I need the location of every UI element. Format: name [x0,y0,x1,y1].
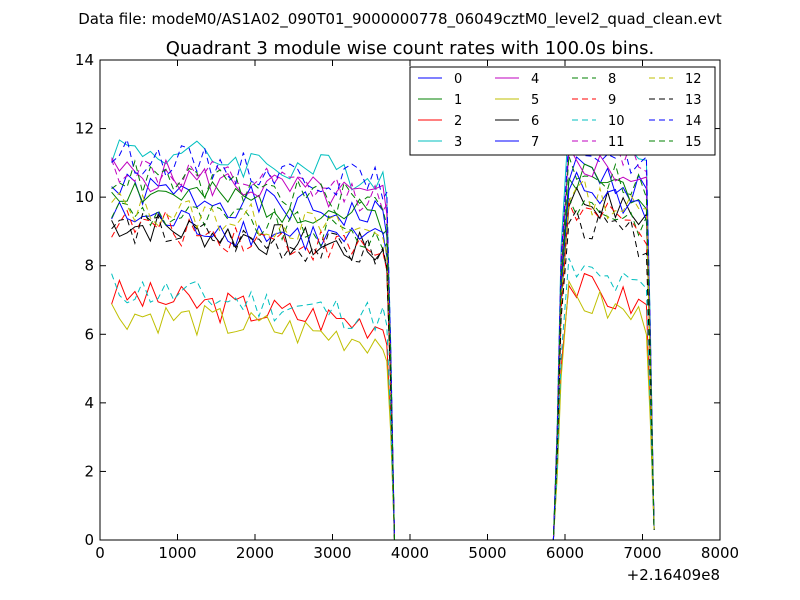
series-line-10 [111,257,655,540]
legend-label-15: 15 [685,135,702,150]
series-line-11 [111,127,655,540]
series-line-5 [111,279,655,540]
y-tick-label: 6 [84,325,94,343]
legend-label-10: 10 [608,114,625,129]
series-line-15 [111,155,655,540]
legend-frame [409,66,716,156]
series-layer [111,116,655,540]
y-tick-label: 2 [84,462,94,480]
series-line-8 [111,197,655,540]
y-tick-label: 0 [84,531,94,549]
series-line-4 [111,144,655,540]
legend-label-1: 1 [454,93,462,108]
legend-label-2: 2 [454,114,462,129]
y-tick-label: 10 [75,188,94,206]
x-tick-label: 1000 [158,544,196,562]
legend-label-12: 12 [685,72,702,87]
ticks-layer: 0 1000 2000 3000 4000 5000 6000 7000 80000246810… [75,51,739,562]
y-tick-label: 12 [75,120,94,138]
legend-label-3: 3 [454,135,462,150]
y-tick-label: 8 [84,257,94,275]
chart-title: Quadrant 3 module wise count rates with … [166,38,655,59]
series-line-7 [111,171,655,540]
legend-label-5: 5 [531,93,539,108]
y-tick-label: 4 [84,394,94,412]
x-tick-label: 6000 [546,544,584,562]
legend-label-13: 13 [685,93,702,108]
series-line-2 [111,272,655,540]
legend-label-6: 6 [531,114,539,129]
x-offset-label: +2.16409e8 [627,566,720,584]
chart-suptitle: Data file: modeM0/AS1A02_090T01_90000007… [78,10,722,29]
legend-label-11: 11 [608,135,625,150]
x-tick-label: 7000 [623,544,661,562]
x-tick-label: 4000 [391,544,429,562]
legend-label-7: 7 [531,135,539,150]
legend-label-8: 8 [608,72,616,87]
x-tick-label: 8000 [701,544,739,562]
series-line-12 [111,178,655,540]
series-line-9 [111,202,655,540]
x-tick-label: 2000 [236,544,274,562]
series-line-6 [111,186,655,540]
y-tick-label: 14 [75,51,94,69]
series-line-1 [111,163,655,540]
x-tick-label: 5000 [468,544,506,562]
series-line-13 [111,208,655,540]
series-line-0 [111,156,655,540]
series-line-14 [111,124,655,540]
legend-label-9: 9 [608,93,616,108]
legend-label-14: 14 [685,114,702,129]
legend-label-4: 4 [531,72,539,87]
legend-label-0: 0 [454,72,462,87]
x-tick-label: 3000 [313,544,351,562]
x-tick-label: 0 [95,544,105,562]
